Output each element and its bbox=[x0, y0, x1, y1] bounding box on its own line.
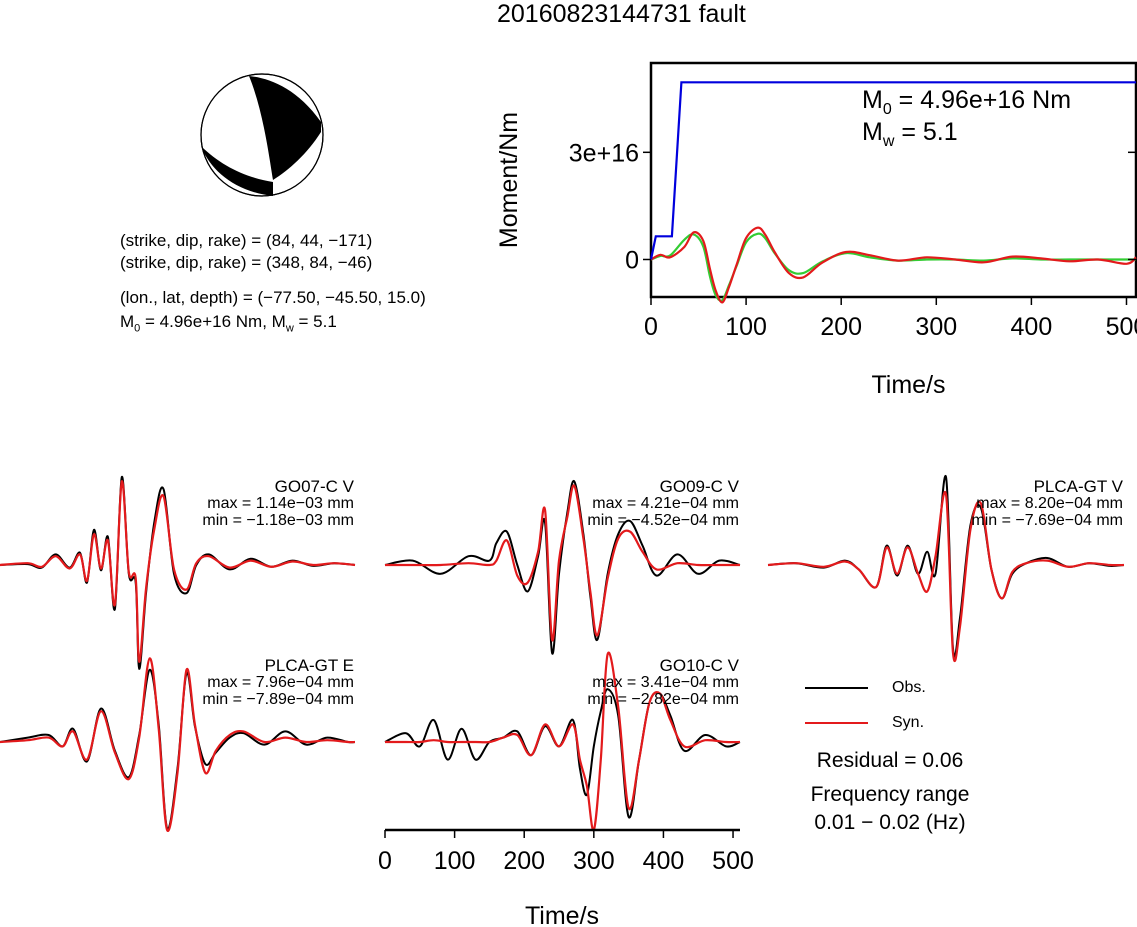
moment-mw-label: Mw = 5.1 bbox=[862, 118, 958, 150]
station-name: GO07-C V bbox=[274, 477, 354, 496]
max-amplitude: max = 4.21e−04 mm bbox=[592, 495, 739, 512]
min-amplitude: min = −7.89e−04 mm bbox=[202, 691, 354, 708]
legend-obs-label: Obs. bbox=[892, 679, 926, 696]
station-name: GO10-C V bbox=[659, 656, 739, 675]
station-name: PLCA-GT E bbox=[264, 656, 354, 675]
waveform-syn-trace bbox=[384, 484, 740, 642]
station-name: GO09-C V bbox=[659, 477, 739, 496]
focal-mechanism-beachball bbox=[200, 73, 324, 197]
min-amplitude: min = −1.18e−03 mm bbox=[202, 512, 354, 529]
beachball-compressional-lower bbox=[201, 146, 273, 196]
min-amplitude: min = −2.82e−04 mm bbox=[587, 691, 739, 708]
legend-swatches bbox=[805, 687, 868, 724]
waveform-x-tick-label: 200 bbox=[503, 847, 545, 875]
moment-y-axis-label: Moment/Nm bbox=[495, 112, 523, 248]
waveform-syn-trace bbox=[0, 657, 356, 832]
frequency-range-label: Frequency range bbox=[810, 783, 970, 806]
waveform-syn-trace bbox=[0, 480, 356, 663]
waveform-x-tick-label: 100 bbox=[434, 847, 476, 875]
waveform-x-tick-label: 0 bbox=[378, 847, 392, 875]
min-amplitude: min = −7.69e−04 mm bbox=[971, 512, 1123, 529]
waveform-x-tick-label: 400 bbox=[643, 847, 685, 875]
max-amplitude: max = 1.14e−03 mm bbox=[207, 495, 354, 512]
moment-m0-label: M0 = 4.96e+16 Nm bbox=[862, 86, 1072, 118]
waveform-label-plca-e: PLCA-GT E max = 7.96e−04 mm min = −7.89e… bbox=[202, 657, 354, 708]
moment-x-tick-label: 0 bbox=[644, 313, 658, 341]
nodal-plane-1: (strike, dip, rake) = (84, 44, −171) bbox=[120, 231, 373, 250]
frequency-range-value: 0.01 − 0.02 (Hz) bbox=[814, 811, 966, 834]
page-title: 20160823144731 fault bbox=[497, 0, 746, 28]
hypocenter-location: (lon., lat, depth) = (−77.50, −45.50, 15… bbox=[120, 288, 426, 307]
waveform-x-tick-label: 500 bbox=[712, 847, 754, 875]
waveform-syn-trace bbox=[384, 651, 741, 832]
moment-x-tick-label: 400 bbox=[1011, 313, 1053, 341]
moment-x-tick-label: 100 bbox=[725, 313, 767, 341]
max-amplitude: max = 3.41e−04 mm bbox=[592, 674, 739, 691]
moment-y-tick-label: 0 bbox=[625, 246, 639, 274]
moment-x-tick-label: 500 bbox=[1106, 313, 1137, 341]
moment-chart: 0 100 200 300 400 500 0 3e+16 Time/s Moment/Nm bbox=[495, 61, 1137, 399]
legend-syn-label: Syn. bbox=[892, 714, 925, 731]
moment-series-cumulative-moment bbox=[649, 81, 1136, 260]
moment-y-tick-label: 3e+16 bbox=[569, 139, 639, 167]
waveform-x-tick-label: 300 bbox=[573, 847, 615, 875]
min-amplitude: min = −4.52e−04 mm bbox=[587, 512, 739, 529]
waveform-label-go07: GO07-C V max = 1.14e−03 mm min = −1.18e−… bbox=[202, 478, 354, 529]
moment-plot-frame bbox=[649, 61, 1137, 299]
moment-x-tick-label: 200 bbox=[820, 313, 862, 341]
waveform-syn-trace bbox=[767, 490, 1125, 663]
waveform-x-axis-label: Time/s bbox=[525, 902, 599, 927]
waveform-obs-trace bbox=[384, 688, 741, 819]
moment-summary: M0 = 4.96e+16 Nm, Mw = 5.1 bbox=[120, 312, 337, 335]
waveform-label-plca-v: PLCA-GT V max = 8.20e−04 mm min = −7.69e… bbox=[971, 478, 1123, 529]
max-amplitude: max = 8.20e−04 mm bbox=[976, 495, 1123, 512]
nodal-plane-2: (strike, dip, rake) = (348, 84, −46) bbox=[120, 253, 373, 272]
beachball-compressional-upper bbox=[249, 76, 321, 180]
waveform-label-go10: GO10-C V max = 3.41e−04 mm min = −2.82e−… bbox=[587, 657, 739, 708]
max-amplitude: max = 7.96e−04 mm bbox=[207, 674, 354, 691]
moment-x-axis-label: Time/s bbox=[871, 371, 945, 399]
waveform-label-go09: GO09-C V max = 4.21e−04 mm min = −4.52e−… bbox=[587, 478, 739, 529]
moment-x-tick-label: 300 bbox=[915, 313, 957, 341]
moment-series-obs-red bbox=[650, 226, 1137, 304]
residual-text: Residual = 0.06 bbox=[816, 749, 964, 772]
station-name: PLCA-GT V bbox=[1033, 477, 1123, 496]
